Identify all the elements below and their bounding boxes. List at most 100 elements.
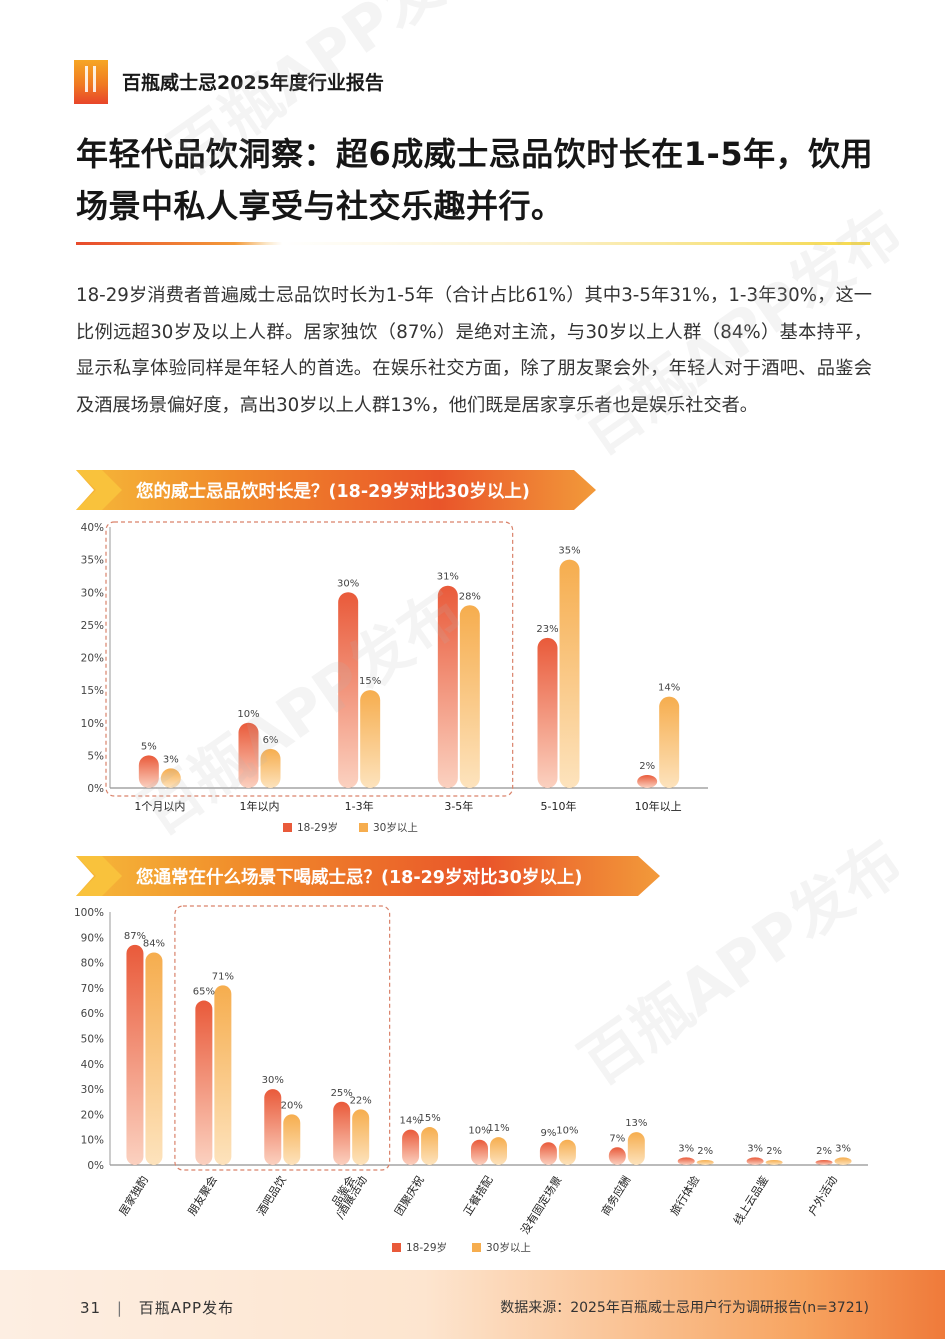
- bar-30-plus: [214, 985, 232, 1165]
- y-tick-label: 50%: [81, 1034, 104, 1046]
- bar-30-plus: [260, 748, 281, 788]
- x-category-label: 酒吧品饮: [254, 1174, 288, 1218]
- bar-18-29: [637, 774, 658, 788]
- y-tick-label: 100%: [74, 907, 104, 919]
- bar-30-plus: [160, 768, 181, 788]
- x-category-label: 1-3年: [345, 799, 374, 813]
- bar-18-29: [471, 1139, 488, 1165]
- data-label: 14%: [658, 683, 680, 694]
- data-label: 14%: [399, 1116, 421, 1127]
- data-label: 3%: [678, 1143, 694, 1154]
- bar-30-plus: [283, 1114, 301, 1165]
- bar-30-plus: [352, 1109, 370, 1165]
- title-divider: [76, 242, 870, 245]
- data-label: 3%: [163, 754, 179, 765]
- data-label: 30%: [262, 1075, 284, 1086]
- legend-swatch: [392, 1243, 401, 1252]
- footer-page-brand: 31 | 百瓶APP发布: [80, 1299, 235, 1317]
- legend-label: 18-29岁: [297, 821, 338, 834]
- bar-18-29: [264, 1089, 282, 1165]
- x-category-label: 团聚庆祝: [391, 1173, 426, 1218]
- data-label: 65%: [193, 987, 215, 998]
- y-tick-label: 90%: [81, 932, 104, 944]
- bar-18-29: [815, 1159, 833, 1165]
- data-label: 7%: [609, 1133, 625, 1144]
- y-tick-label: 40%: [81, 1059, 104, 1071]
- legend-label: 30岁以上: [373, 821, 418, 834]
- y-tick-label: 25%: [81, 620, 104, 632]
- y-tick-label: 0%: [87, 783, 104, 795]
- footer-brand: 百瓶APP发布: [138, 1299, 235, 1317]
- x-category-label: 没有固定场景: [518, 1173, 565, 1236]
- legend-label: 18-29岁: [406, 1241, 447, 1254]
- page-number: 31: [80, 1299, 102, 1317]
- data-label: 10%: [468, 1126, 490, 1137]
- bar-30-plus: [360, 690, 381, 788]
- data-label: 11%: [487, 1123, 509, 1134]
- y-tick-label: 0%: [87, 1160, 104, 1172]
- header-logo-mark: [74, 60, 108, 104]
- page-title: 年轻代品饮洞察：超6成威士忌品饮时长在1-5年，饮用场景中私人享受与社交乐趣并行…: [76, 135, 874, 225]
- bar-18-29: [437, 585, 458, 788]
- y-tick-label: 20%: [81, 653, 104, 665]
- bar-18-29: [238, 722, 259, 788]
- chart2-title: 您通常在什么场景下喝威士忌？(18-29岁对比30岁以上): [136, 868, 583, 888]
- y-tick-label: 60%: [81, 1008, 104, 1020]
- bar-30-plus: [834, 1157, 852, 1165]
- x-category-label: 商务应酬: [598, 1173, 633, 1218]
- bar-18-29: [539, 1142, 557, 1165]
- x-category-label: 居家独酌: [116, 1173, 151, 1218]
- footer: 31 | 百瓶APP发布 数据来源：2025年百瓶威士忌用户行为调研报告(n=3…: [0, 1270, 945, 1339]
- x-category-label: 1年以内: [240, 799, 280, 813]
- y-tick-label: 5%: [87, 750, 104, 762]
- data-label: 15%: [418, 1113, 440, 1124]
- chart1-title-banner: 您的威士忌品饮时长是？(18-29岁对比30岁以上): [76, 470, 596, 510]
- data-label: 3%: [747, 1143, 763, 1154]
- bar-30-plus: [559, 559, 580, 788]
- data-label: 2%: [766, 1146, 782, 1157]
- data-label: 30%: [337, 578, 359, 589]
- x-category-label: 10年以上: [635, 799, 682, 813]
- data-label: 9%: [540, 1128, 556, 1139]
- bar-30-plus: [696, 1159, 714, 1165]
- bar-18-29: [402, 1129, 420, 1165]
- data-label: 6%: [263, 735, 279, 746]
- y-tick-label: 10%: [81, 718, 104, 730]
- y-tick-label: 30%: [81, 587, 104, 599]
- bar-30-plus: [490, 1137, 507, 1165]
- data-label: 84%: [143, 938, 165, 949]
- data-label: 2%: [816, 1146, 832, 1157]
- bar-18-29: [746, 1157, 764, 1165]
- data-label: 31%: [437, 572, 459, 583]
- x-category-label: 正餐搭配: [460, 1173, 495, 1218]
- y-tick-label: 35%: [81, 555, 104, 567]
- legend-label: 30岁以上: [486, 1241, 531, 1254]
- legend-swatch: [283, 823, 292, 832]
- y-tick-label: 70%: [81, 983, 104, 995]
- highlight-box: [105, 521, 514, 797]
- y-tick-label: 20%: [81, 1109, 104, 1121]
- data-label: 22%: [350, 1095, 372, 1106]
- duration-chart: 0% 5% 10% 15% 20% 25% 30% 35% 40% 5% 10% 30% 31% 23% 2…: [81, 521, 708, 834]
- y-tick-label: 80%: [81, 958, 104, 970]
- data-label: 13%: [625, 1118, 647, 1129]
- x-category-label: 线上云品鉴: [730, 1173, 771, 1227]
- legend-swatch: [472, 1243, 481, 1252]
- data-label: 87%: [124, 931, 146, 942]
- bar-30-plus: [459, 605, 480, 788]
- data-label: 5%: [141, 741, 157, 752]
- data-label: 3%: [835, 1143, 851, 1154]
- data-label: 2%: [639, 761, 655, 772]
- x-category-label: 朋友聚会: [185, 1173, 220, 1218]
- data-label: 35%: [558, 546, 580, 557]
- x-category-label: 1个月以内: [134, 799, 185, 813]
- data-source: 数据来源：2025年百瓶威士忌用户行为调研报告(n=3721): [500, 1300, 869, 1316]
- bar-18-29: [333, 1101, 351, 1165]
- highlight-box: [174, 905, 391, 1171]
- bar-30-plus: [627, 1132, 645, 1165]
- data-label: 28%: [459, 591, 481, 602]
- bar-18-29: [677, 1157, 695, 1165]
- bar-30-plus: [659, 696, 680, 788]
- bar-18-29: [138, 755, 159, 788]
- y-tick-label: 10%: [81, 1135, 104, 1147]
